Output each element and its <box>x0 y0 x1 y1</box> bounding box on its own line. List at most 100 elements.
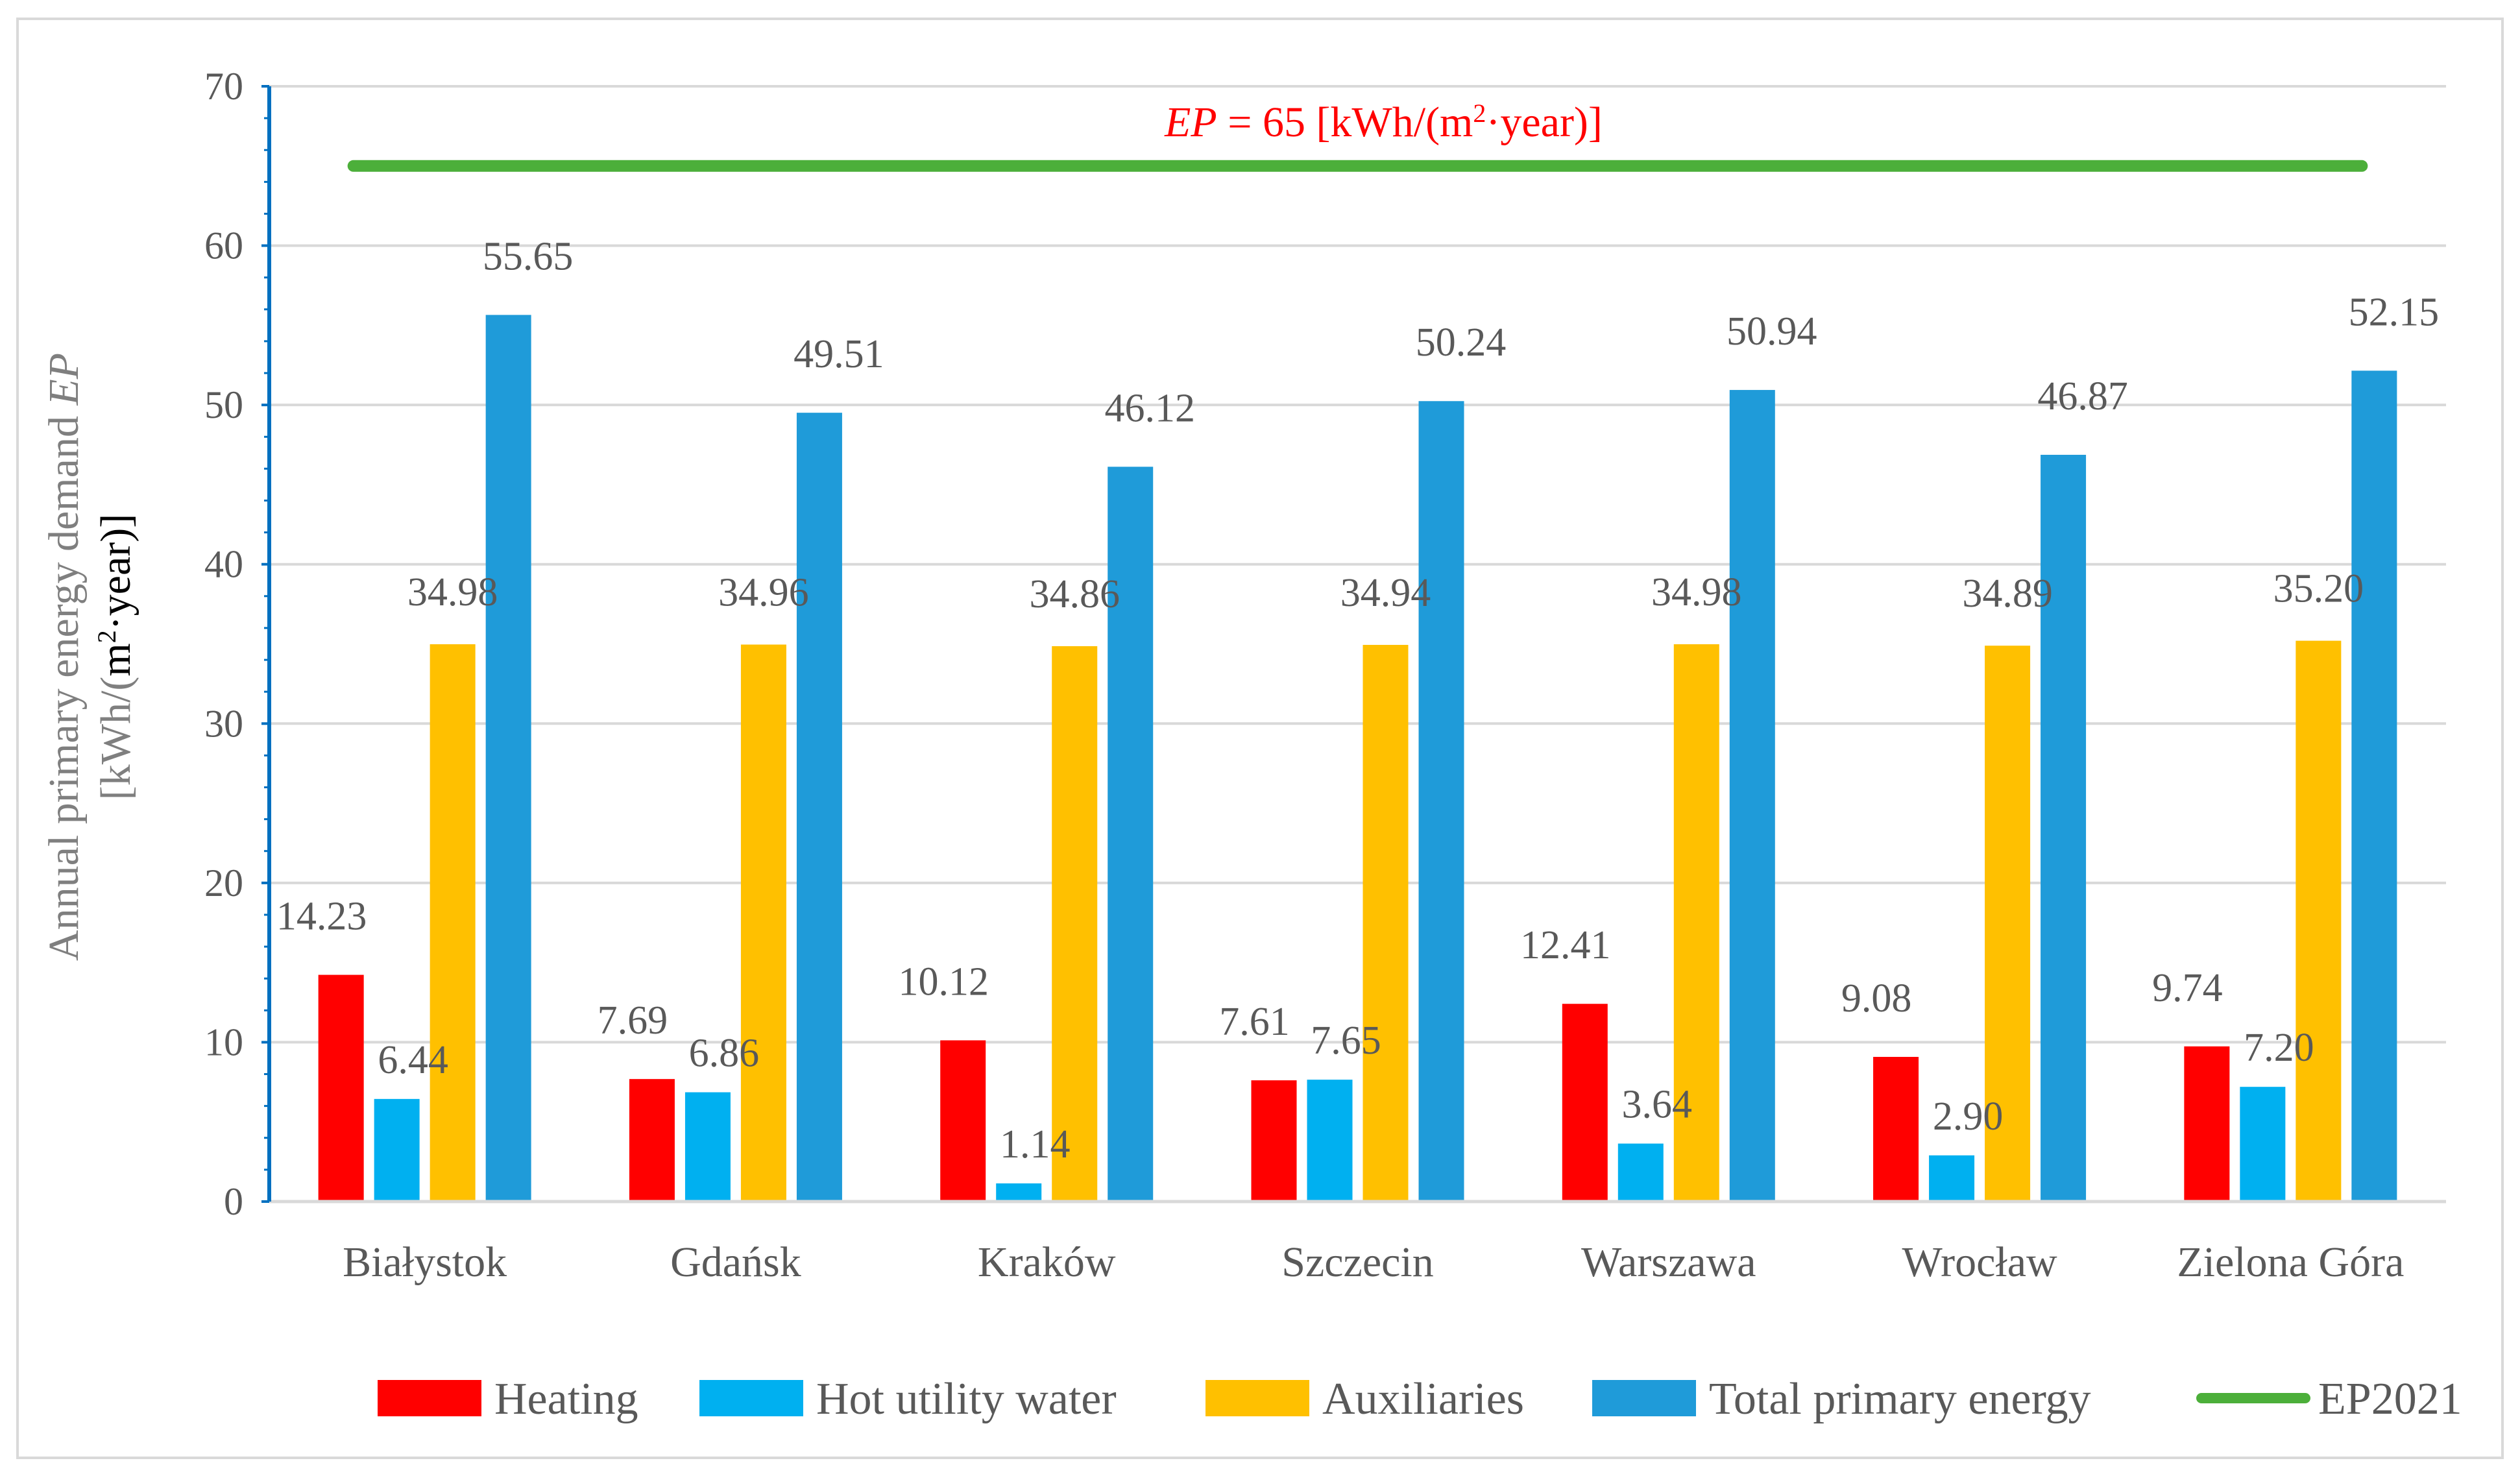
data-label: 55.65 <box>483 234 574 278</box>
data-label: 34.98 <box>1651 570 1742 614</box>
data-label: 6.44 <box>378 1038 448 1082</box>
x-tick-label: Szczecin <box>1281 1239 1434 1286</box>
bar-total-primary-energy <box>1418 401 1464 1202</box>
y-tick-label: 20 <box>204 862 243 904</box>
bar-total-primary-energy <box>796 413 842 1202</box>
legend-swatch <box>699 1380 803 1416</box>
bar-hot-utility-water <box>1617 1143 1664 1202</box>
bar-total-primary-energy <box>1729 390 1775 1202</box>
legend-label: Hot utility water <box>816 1374 1117 1424</box>
data-label: 46.87 <box>2037 374 2128 418</box>
data-label: 46.12 <box>1104 386 1195 430</box>
data-label: 9.74 <box>2152 966 2223 1010</box>
legend-swatch <box>378 1380 481 1416</box>
data-label: 50.94 <box>1726 309 1817 354</box>
bars <box>318 315 2397 1202</box>
data-label: 3.64 <box>1622 1083 1693 1127</box>
data-label: 14.23 <box>276 895 367 939</box>
data-label: 7.20 <box>2244 1026 2314 1070</box>
x-tick-label: Białystok <box>343 1239 507 1286</box>
data-label: 34.86 <box>1029 572 1120 616</box>
bar-heating <box>1562 1004 1608 1202</box>
y-axis-title-line2: [kWh/(m2·year)] <box>92 514 140 800</box>
bar-total-primary-energy <box>2041 455 2087 1202</box>
data-label: 2.90 <box>1933 1095 2004 1139</box>
legend-label: EP2021 <box>2318 1374 2462 1424</box>
bar-heating <box>1873 1057 1919 1202</box>
bar-auxiliaries <box>2296 640 2342 1202</box>
data-label: 34.94 <box>1340 571 1431 615</box>
y-axis-title-text: Annual primary energy demand <box>40 405 88 962</box>
bar-heating <box>2184 1046 2230 1202</box>
y-tick-label: 10 <box>204 1021 243 1063</box>
legend-label: Heating <box>494 1374 638 1424</box>
data-label: 50.24 <box>1416 321 1507 365</box>
x-tick-label: Kraków <box>978 1239 1116 1286</box>
y-axis-title-line1: Annual primary energy demand EP <box>40 353 88 961</box>
data-label: 10.12 <box>898 960 989 1004</box>
bar-heating <box>629 1079 675 1202</box>
y-axis-title: Annual primary energy demand EP[kWh/(m2·… <box>40 353 139 961</box>
data-label: 34.96 <box>718 570 809 614</box>
bar-auxiliaries <box>1052 646 1098 1202</box>
bar-heating <box>318 974 364 1202</box>
bar-hot-utility-water <box>685 1092 731 1202</box>
bar-total-primary-energy <box>1108 466 1154 1202</box>
data-label: 1.14 <box>1000 1122 1071 1167</box>
legend: Heating Hot utility water Auxiliaries Total… <box>378 1374 2462 1424</box>
ep-annotation-text-end: ·year)] <box>1486 99 1603 146</box>
y-tick-label: 30 <box>204 702 243 745</box>
x-tick-label: Gdańsk <box>670 1239 801 1286</box>
y-axis-title-unit-b: m <box>92 643 139 676</box>
y-axis-title-unit-a: [kWh/( <box>92 677 139 801</box>
legend-label: Total primary energy <box>1709 1374 2091 1424</box>
legend-label: Auxiliaries <box>1322 1374 1524 1424</box>
bar-auxiliaries <box>430 644 476 1202</box>
bar-hot-utility-water <box>1929 1155 1975 1202</box>
ep-annotation-sup: 2 <box>1473 99 1486 128</box>
bar-hot-utility-water <box>996 1183 1042 1202</box>
legend-swatch <box>1592 1380 1696 1416</box>
data-label: 7.61 <box>1219 1000 1290 1044</box>
reference-line-layer: EP = 65 [kWh/(m2·year)] <box>347 99 2368 172</box>
y-tick-label: 60 <box>204 224 243 267</box>
bar-auxiliaries <box>1985 646 2031 1202</box>
y-tick-label: 70 <box>204 65 243 108</box>
y-tick-label: 0 <box>224 1180 243 1223</box>
bar-heating <box>940 1040 986 1202</box>
ep-annotation-text: = 65 [kWh/(m <box>1217 99 1473 146</box>
ep-annotation-symbol: EP <box>1164 99 1217 146</box>
y-tick-label: 40 <box>204 543 243 586</box>
y-axis-title-unit-sup: 2 <box>92 630 121 643</box>
axes: 0 10 20 30 40 50 60 70 Białystok Gdańsk Kraków Szcz… <box>40 65 2446 1286</box>
data-labels: 14.23 6.44 34.98 55.65 7.69 6.86 34.96 49.51 10.… <box>276 234 2439 1167</box>
bar-auxiliaries <box>740 644 786 1202</box>
data-label: 35.20 <box>2273 567 2364 611</box>
x-tick-label: Zielona Góra <box>2177 1239 2404 1286</box>
data-label: 52.15 <box>2349 290 2440 334</box>
y-axis-title-unit-c: ·year)] <box>92 514 139 631</box>
data-label: 34.89 <box>1962 572 2053 616</box>
ep-annotation: EP = 65 [kWh/(m2·year)] <box>1164 99 1603 147</box>
y-axis-title-symbol: EP <box>40 353 88 406</box>
bar-total-primary-energy <box>485 315 531 1202</box>
bar-hot-utility-water <box>2240 1087 2286 1202</box>
data-label: 7.69 <box>598 998 668 1043</box>
bar-total-primary-energy <box>2351 370 2397 1202</box>
bar-heating <box>1251 1080 1297 1202</box>
bar-auxiliaries <box>1673 644 1719 1202</box>
legend-swatch <box>1205 1380 1309 1416</box>
data-label: 34.98 <box>407 570 498 614</box>
data-label: 6.86 <box>689 1032 760 1076</box>
bar-auxiliaries <box>1363 644 1409 1202</box>
x-tick-label: Warszawa <box>1581 1239 1756 1286</box>
data-label: 7.65 <box>1311 1019 1381 1063</box>
x-tick-label: Wrocław <box>1902 1239 2057 1286</box>
bar-hot-utility-water <box>1307 1080 1353 1202</box>
data-label: 9.08 <box>1841 976 1912 1021</box>
data-label: 49.51 <box>794 332 884 376</box>
data-label: 12.41 <box>1520 923 1611 967</box>
y-tick-label: 50 <box>204 383 243 426</box>
